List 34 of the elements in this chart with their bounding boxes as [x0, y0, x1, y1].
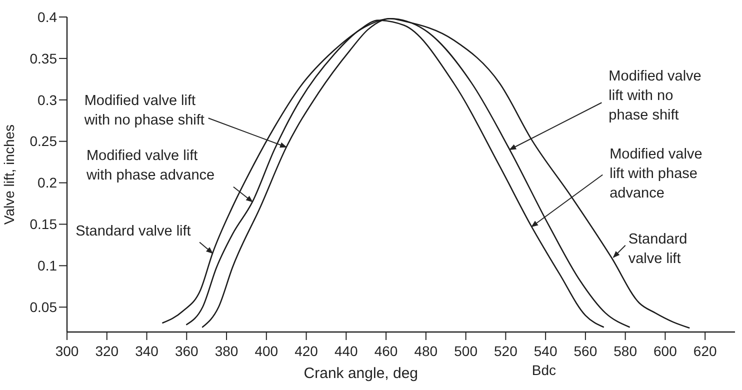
x-tick-label: 500 — [454, 343, 478, 359]
y-tick-label: 0.4 — [38, 8, 58, 25]
y-tick-label: 0.25 — [30, 133, 58, 150]
x-tick-label: 300 — [55, 343, 79, 359]
x-tick-label: 600 — [654, 343, 678, 359]
x-tick-label: 360 — [174, 343, 199, 359]
y-axis-title: Valve lift, inches — [1, 124, 17, 225]
annotation: Modified valve lift with phase advance — [610, 146, 702, 202]
annotation: Modified valve lift with phase advance — [85, 148, 215, 184]
annotation: Modified valve lift with no phase shift — [608, 68, 702, 124]
y-tick-label: 0.35 — [30, 50, 58, 66]
x-tick-label: 380 — [214, 343, 238, 359]
text: Bdc — [532, 362, 556, 378]
x-tick-label: 540 — [534, 343, 558, 359]
x-tick-label: 480 — [414, 343, 438, 359]
x-tick-label: 420 — [294, 343, 318, 359]
x-tick-label: 520 — [494, 343, 518, 359]
y-tick-label: 0.05 — [30, 299, 58, 316]
x-tick-label: 440 — [334, 343, 358, 359]
x-tick-label: 340 — [135, 343, 159, 359]
y-tick-label: 0.2 — [38, 174, 58, 191]
x-tick-label: 460 — [374, 343, 398, 359]
x-tick-label: 560 — [574, 343, 598, 359]
annotation: Modified valve lift with no phase shift — [83, 93, 204, 129]
y-tick-label: 0.1 — [38, 258, 58, 274]
x-tick-label: 580 — [614, 343, 638, 359]
y-tick-label: 0.3 — [38, 92, 58, 108]
x-tick-label: 400 — [254, 343, 278, 359]
x-axis-title: Crank angle, deg — [304, 365, 418, 382]
x-tick-label: 320 — [95, 343, 119, 359]
y-tick-label: 0.15 — [30, 216, 58, 232]
x-tick-label: 620 — [693, 343, 717, 359]
annotation: Standard valve lift — [628, 231, 688, 267]
annotation: Standard valve lift — [76, 223, 191, 240]
